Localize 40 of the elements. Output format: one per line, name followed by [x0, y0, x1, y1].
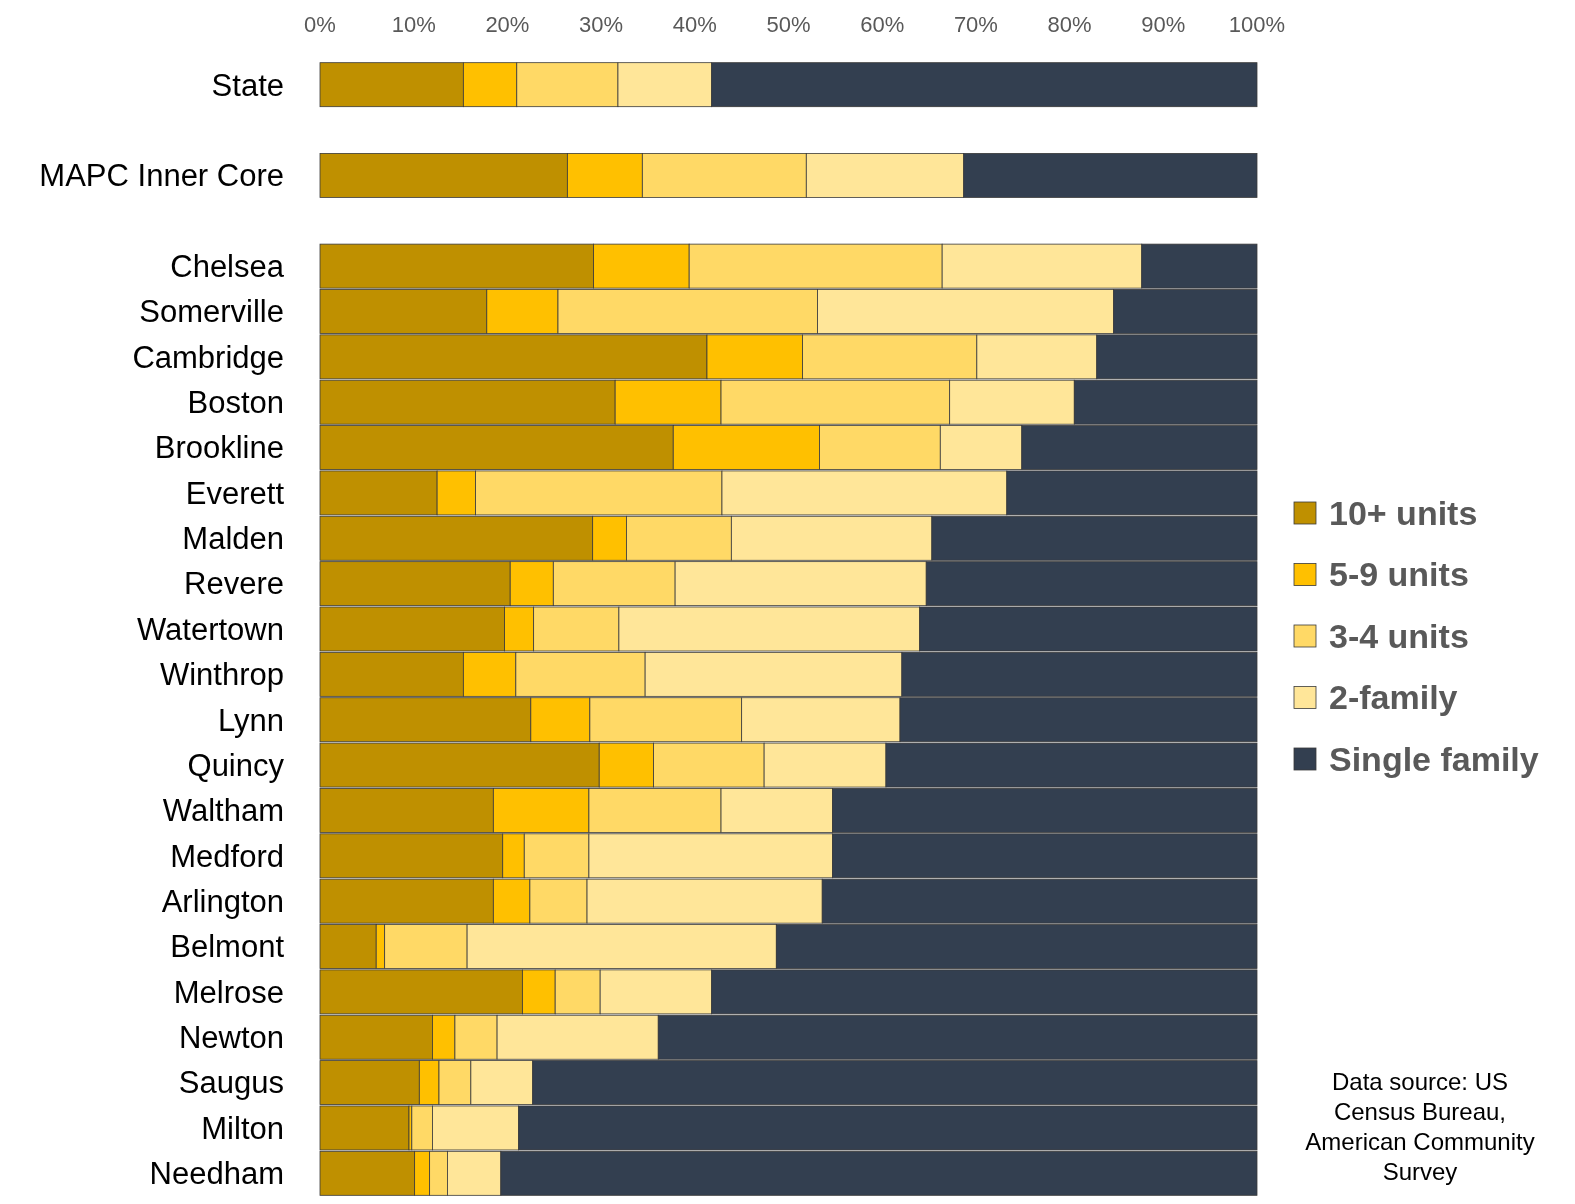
- y-tick-label: Watertown: [136, 611, 284, 647]
- y-tick-label: Winthrop: [159, 657, 284, 693]
- x-tick-label: 100%: [1228, 11, 1286, 37]
- x-tick-label: 70%: [953, 11, 998, 37]
- y-tick-label: Belmont: [170, 929, 285, 965]
- y-tick-label: Melrose: [173, 974, 284, 1010]
- legend-label: Single family: [1329, 739, 1539, 778]
- legend-label: 3-4 units: [1329, 616, 1469, 655]
- y-tick-label: Waltham: [162, 793, 284, 829]
- y-tick-label: Arlington: [161, 884, 284, 920]
- legend-label: 10+ units: [1329, 493, 1478, 532]
- y-tick-label: Boston: [187, 385, 284, 421]
- source-note: Data source: US Census Bureau, American Community Survey: [1305, 1068, 1535, 1185]
- y-tick-label: Lynn: [217, 702, 284, 738]
- x-tick-label: 50%: [766, 11, 811, 37]
- x-tick-label: 60%: [860, 11, 905, 37]
- y-tick-label: Milton: [201, 1110, 284, 1146]
- y-tick-label: Revere: [184, 566, 284, 602]
- y-tick-label: Everett: [185, 475, 285, 511]
- y-tick-label: Malden: [182, 521, 284, 557]
- x-tick-label: 0%: [304, 11, 336, 37]
- x-tick-label: 90%: [1141, 11, 1186, 37]
- y-tick-label: Needham: [149, 1156, 284, 1192]
- y-tick-label: Quincy: [187, 747, 285, 783]
- y-tick-label: Newton: [178, 1020, 284, 1056]
- x-tick-label: 20%: [485, 11, 530, 37]
- y-tick-label: Cambridge: [132, 339, 284, 375]
- y-tick-label: Medford: [170, 838, 284, 874]
- x-tick-label: 10%: [391, 11, 436, 37]
- y-tick-label: Saugus: [178, 1065, 284, 1101]
- legend-label: 5-9 units: [1329, 555, 1469, 594]
- x-tick-label: 30%: [579, 11, 624, 37]
- legend-label: 2-family: [1329, 678, 1458, 717]
- y-tick-label: Somerville: [139, 294, 284, 330]
- x-tick-label: 40%: [672, 11, 717, 37]
- y-tick-label: Chelsea: [170, 248, 285, 284]
- x-tick-label: 80%: [1047, 11, 1092, 37]
- y-tick-label: State: [211, 67, 284, 103]
- y-tick-label: MAPC Inner Core: [39, 158, 284, 194]
- y-tick-label: Brookline: [154, 430, 284, 466]
